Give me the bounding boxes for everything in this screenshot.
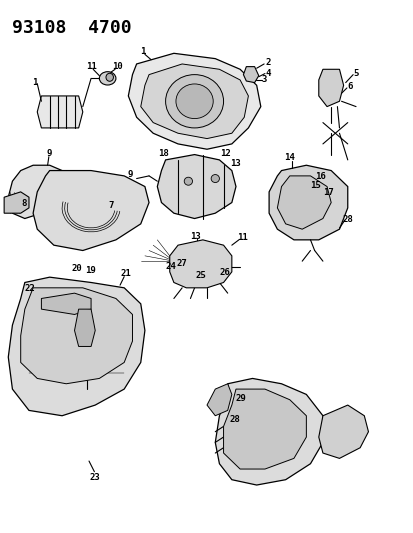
Text: 17: 17 [322, 189, 333, 197]
Ellipse shape [211, 175, 219, 182]
Text: 7: 7 [108, 201, 113, 209]
Text: 12: 12 [220, 149, 230, 158]
Polygon shape [318, 69, 343, 107]
Text: 22: 22 [24, 285, 35, 293]
Polygon shape [243, 67, 258, 83]
Text: 11: 11 [85, 62, 96, 71]
Text: 9: 9 [128, 171, 133, 179]
Polygon shape [41, 293, 91, 314]
Text: 11: 11 [236, 233, 247, 241]
Text: 13: 13 [190, 232, 200, 240]
Polygon shape [8, 165, 62, 219]
Polygon shape [33, 171, 149, 251]
Text: 1: 1 [140, 47, 145, 56]
Ellipse shape [176, 84, 213, 118]
Polygon shape [21, 288, 132, 384]
Polygon shape [157, 155, 235, 219]
Text: 6: 6 [347, 83, 351, 91]
Text: 10: 10 [112, 62, 123, 71]
Text: 15: 15 [309, 181, 320, 190]
Text: 25: 25 [195, 271, 206, 280]
Text: 4: 4 [265, 69, 270, 77]
Polygon shape [74, 309, 95, 346]
Text: 27: 27 [176, 259, 187, 268]
Text: 21: 21 [121, 269, 131, 278]
Polygon shape [268, 165, 347, 240]
Polygon shape [140, 64, 248, 139]
Text: 1: 1 [33, 78, 38, 87]
Polygon shape [8, 277, 145, 416]
Text: 93108  4700: 93108 4700 [12, 19, 132, 37]
Polygon shape [277, 176, 330, 229]
Text: 8: 8 [21, 199, 26, 208]
Polygon shape [37, 96, 83, 128]
Polygon shape [206, 384, 231, 416]
Polygon shape [128, 53, 260, 149]
Text: 28: 28 [229, 415, 240, 424]
Text: 20: 20 [71, 264, 82, 272]
Ellipse shape [184, 177, 192, 185]
Polygon shape [215, 378, 322, 485]
Text: 16: 16 [315, 173, 325, 181]
Text: 23: 23 [89, 473, 100, 481]
Polygon shape [223, 389, 306, 469]
Ellipse shape [99, 71, 116, 85]
Text: 3: 3 [261, 76, 266, 84]
Text: 5: 5 [353, 69, 358, 78]
Polygon shape [318, 405, 368, 458]
Text: 14: 14 [284, 153, 294, 161]
Text: 28: 28 [342, 215, 352, 224]
Ellipse shape [165, 75, 223, 128]
Polygon shape [169, 240, 231, 288]
Text: 18: 18 [158, 149, 169, 158]
Ellipse shape [106, 74, 113, 82]
Text: 2: 2 [265, 58, 270, 67]
Polygon shape [4, 192, 29, 213]
Text: 26: 26 [218, 269, 229, 277]
Text: 13: 13 [230, 159, 241, 168]
Text: 9: 9 [46, 149, 51, 158]
Text: 19: 19 [85, 266, 95, 275]
Text: 24: 24 [165, 262, 176, 271]
Text: 29: 29 [235, 394, 246, 403]
